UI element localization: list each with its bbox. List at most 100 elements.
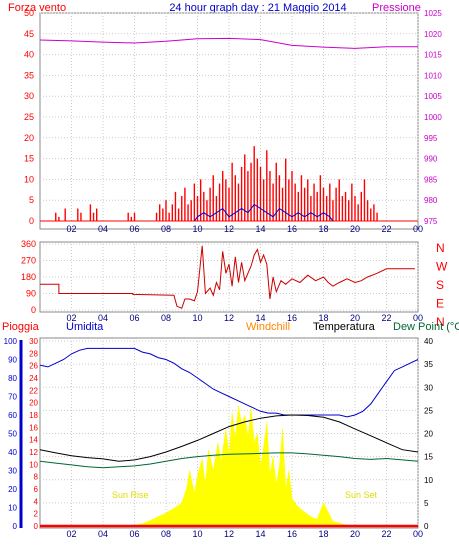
temperature-tick-label: 0	[424, 522, 429, 531]
temperature-line	[39, 414, 419, 462]
x-tick-label: 02	[66, 224, 76, 234]
x-tick-label: 16	[287, 529, 297, 539]
rain-tick-label: 16	[29, 423, 38, 432]
wind-tick-label: 50	[24, 8, 34, 18]
pressure-tick-label: 1000	[424, 113, 442, 122]
wind-tick-label: 25	[24, 112, 34, 122]
x-tick-label: 22	[381, 224, 391, 234]
temperature-tick-label: 15	[424, 453, 433, 462]
rain-tick-label: 12	[29, 448, 38, 457]
humidity-label: Umidita	[66, 321, 104, 333]
wind-force-bars	[40, 146, 418, 222]
temperature-tick-label: 10	[424, 476, 433, 485]
compass-label: E	[436, 297, 444, 311]
wind-direction-axis: 0 90 180 270 360	[21, 239, 36, 315]
wind-direction-grid	[40, 243, 419, 311]
x-tick-label: 14	[255, 313, 265, 323]
x-tick-label: 00	[413, 313, 423, 323]
humidity-tick-label: 80	[8, 374, 17, 383]
wind-force-label: Forza vento	[8, 2, 66, 14]
pressure-tick-label: 1005	[424, 92, 442, 101]
wind-average-line	[193, 203, 334, 222]
x-tick-label: 20	[350, 224, 360, 234]
pressure-tick-label: 990	[424, 155, 438, 164]
sun-set-label: Sun Set	[345, 490, 378, 500]
humidity-line	[39, 347, 419, 418]
temperature-tick-label: 30	[424, 383, 433, 392]
pressure-tick-label: 985	[424, 175, 438, 184]
x-tick-label: 22	[381, 313, 391, 323]
humidity-tick-label: 60	[8, 411, 17, 420]
wind-direction-line	[40, 245, 415, 309]
direction-tick-label: 360	[21, 239, 36, 249]
x-tick-label: 04	[98, 529, 108, 539]
x-tick-label: 08	[161, 224, 171, 234]
dew-point-line	[39, 452, 419, 469]
x-tick-label: 18	[318, 529, 328, 539]
temperature-tick-label: 35	[424, 360, 433, 369]
x-tick-label: 04	[98, 313, 108, 323]
x-tick-label: 14	[255, 224, 265, 234]
sun-rise-label: Sun Rise	[112, 490, 149, 500]
compass-label: W	[436, 260, 448, 274]
humidity-axis: 0 10 20 30 40 50 60 70 80 90 100	[4, 337, 18, 531]
temperature-tick-label: 25	[424, 406, 433, 415]
temperature-label: Temperatura	[313, 321, 376, 333]
rain-tick-label: 8	[34, 473, 39, 482]
rain-tick-label: 30	[29, 337, 38, 346]
pressure-tick-label: 1010	[424, 71, 442, 80]
x-tick-label: 00	[413, 529, 423, 539]
compass-label: N	[436, 315, 445, 329]
pressure-tick-label: 1025	[424, 9, 442, 18]
x-tick-label: 20	[350, 529, 360, 539]
x-tick-label: 16	[287, 224, 297, 234]
pressure-axis: 975 980 985 990 995 1000 1005 1010 1015 1020 1025	[424, 9, 442, 226]
direction-tick-label: 270	[21, 256, 36, 266]
rain-tick-label: 10	[29, 460, 38, 469]
x-tick-label: 02	[66, 529, 76, 539]
x-tick-label: 20	[350, 313, 360, 323]
x-tick-label: 10	[192, 529, 202, 539]
pressure-line	[39, 37, 418, 49]
humidity-tick-label: 90	[8, 356, 17, 365]
humidity-tick-label: 10	[8, 504, 17, 513]
x-tick-label: 06	[129, 224, 139, 234]
x-tick-label: 12	[224, 529, 234, 539]
climate-panel: Pioggia Umidita Windchill Temperatura De…	[2, 321, 459, 539]
compass-label: N	[436, 241, 445, 255]
x-tick-label: 06	[129, 529, 139, 539]
wind-tick-label: 40	[24, 50, 34, 60]
wind-pressure-x-axis: 02 04 06 08 10 12 14 16 18 20 22 00	[66, 224, 423, 234]
x-tick-label: 10	[192, 313, 202, 323]
pressure-label: Pressione	[372, 2, 421, 14]
pressure-tick-label: 975	[424, 217, 438, 226]
wind-tick-label: 20	[24, 133, 34, 143]
dew-point-label: Dew Point (°C	[393, 321, 459, 333]
x-tick-label: 16	[287, 313, 297, 323]
pressure-tick-label: 1015	[424, 51, 442, 60]
x-tick-label: 12	[224, 224, 234, 234]
x-tick-label: 14	[255, 529, 265, 539]
rain-tick-label: 20	[29, 399, 38, 408]
x-tick-label: 18	[318, 224, 328, 234]
x-tick-label: 18	[318, 313, 328, 323]
rain-tick-label: 14	[29, 436, 38, 445]
page-title: 24 hour graph day : 21 Maggio 2014	[169, 2, 346, 14]
pressure-tick-label: 995	[424, 134, 438, 143]
humidity-tick-label: 50	[8, 430, 17, 439]
wind-tick-label: 15	[24, 154, 34, 164]
humidity-tick-label: 40	[8, 448, 17, 457]
temperature-tick-label: 20	[424, 430, 433, 439]
pressure-tick-label: 1020	[424, 30, 442, 39]
wind-tick-label: 0	[29, 216, 34, 226]
wind-force-axis: 0 5 10 15 20 25 30 35 40 45 50	[24, 8, 34, 226]
wind-tick-label: 30	[24, 91, 34, 101]
temperature-tick-label: 40	[424, 337, 433, 346]
pressure-tick-label: 980	[424, 196, 438, 205]
humidity-tick-label: 20	[8, 485, 17, 494]
x-tick-label: 22	[381, 529, 391, 539]
